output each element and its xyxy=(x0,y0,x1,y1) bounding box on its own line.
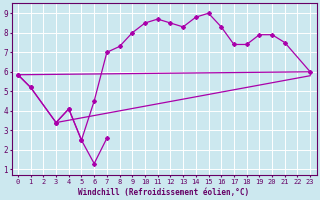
X-axis label: Windchill (Refroidissement éolien,°C): Windchill (Refroidissement éolien,°C) xyxy=(78,188,250,197)
